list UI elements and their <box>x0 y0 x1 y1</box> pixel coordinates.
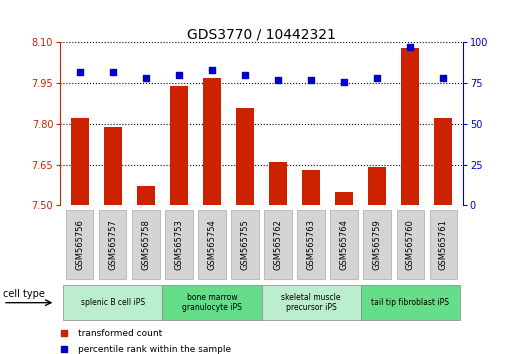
Text: GSM565758: GSM565758 <box>141 219 151 270</box>
Bar <box>104 127 122 205</box>
Text: GSM565755: GSM565755 <box>241 219 249 270</box>
Text: percentile rank within the sample: percentile rank within the sample <box>78 345 231 354</box>
FancyBboxPatch shape <box>63 285 163 320</box>
FancyBboxPatch shape <box>265 210 291 279</box>
Text: GSM565753: GSM565753 <box>175 219 184 270</box>
FancyBboxPatch shape <box>360 285 460 320</box>
Text: GSM565757: GSM565757 <box>108 219 118 270</box>
Text: bone marrow
granulocyte iPS: bone marrow granulocyte iPS <box>182 293 242 312</box>
FancyBboxPatch shape <box>429 210 457 279</box>
Bar <box>434 119 452 205</box>
Title: GDS3770 / 10442321: GDS3770 / 10442321 <box>187 27 336 41</box>
FancyBboxPatch shape <box>232 210 258 279</box>
Text: GSM565760: GSM565760 <box>405 219 415 270</box>
Bar <box>137 186 155 205</box>
Point <box>439 75 447 81</box>
Bar <box>302 170 320 205</box>
Text: cell type: cell type <box>3 289 45 299</box>
Bar <box>368 167 386 205</box>
FancyBboxPatch shape <box>66 210 94 279</box>
Text: transformed count: transformed count <box>78 329 163 338</box>
Point <box>373 75 381 81</box>
Point <box>307 77 315 83</box>
Text: GSM565759: GSM565759 <box>372 219 382 270</box>
Bar <box>335 192 353 205</box>
Point <box>241 72 249 78</box>
Bar <box>269 162 287 205</box>
FancyBboxPatch shape <box>99 210 127 279</box>
FancyBboxPatch shape <box>163 285 262 320</box>
FancyBboxPatch shape <box>198 210 225 279</box>
Text: splenic B cell iPS: splenic B cell iPS <box>81 298 145 307</box>
Text: GSM565763: GSM565763 <box>306 219 315 270</box>
Bar <box>203 78 221 205</box>
Point <box>340 79 348 84</box>
Bar <box>170 86 188 205</box>
FancyBboxPatch shape <box>132 210 160 279</box>
Text: GSM565761: GSM565761 <box>439 219 448 270</box>
Bar <box>401 48 419 205</box>
Bar <box>236 108 254 205</box>
Point <box>406 45 414 50</box>
Text: tail tip fibroblast iPS: tail tip fibroblast iPS <box>371 298 449 307</box>
Text: GSM565754: GSM565754 <box>208 219 217 270</box>
Point <box>274 77 282 83</box>
Text: skeletal muscle
precursor iPS: skeletal muscle precursor iPS <box>281 293 341 312</box>
FancyBboxPatch shape <box>363 210 391 279</box>
Point <box>175 72 183 78</box>
Point <box>109 69 117 75</box>
Bar <box>71 119 89 205</box>
Text: GSM565764: GSM565764 <box>339 219 348 270</box>
FancyBboxPatch shape <box>298 210 325 279</box>
Point <box>76 69 84 75</box>
FancyBboxPatch shape <box>262 285 360 320</box>
Point <box>142 75 150 81</box>
Text: GSM565762: GSM565762 <box>274 219 282 270</box>
FancyBboxPatch shape <box>331 210 358 279</box>
FancyBboxPatch shape <box>396 210 424 279</box>
Text: GSM565756: GSM565756 <box>75 219 84 270</box>
Point <box>208 67 216 73</box>
FancyBboxPatch shape <box>165 210 192 279</box>
